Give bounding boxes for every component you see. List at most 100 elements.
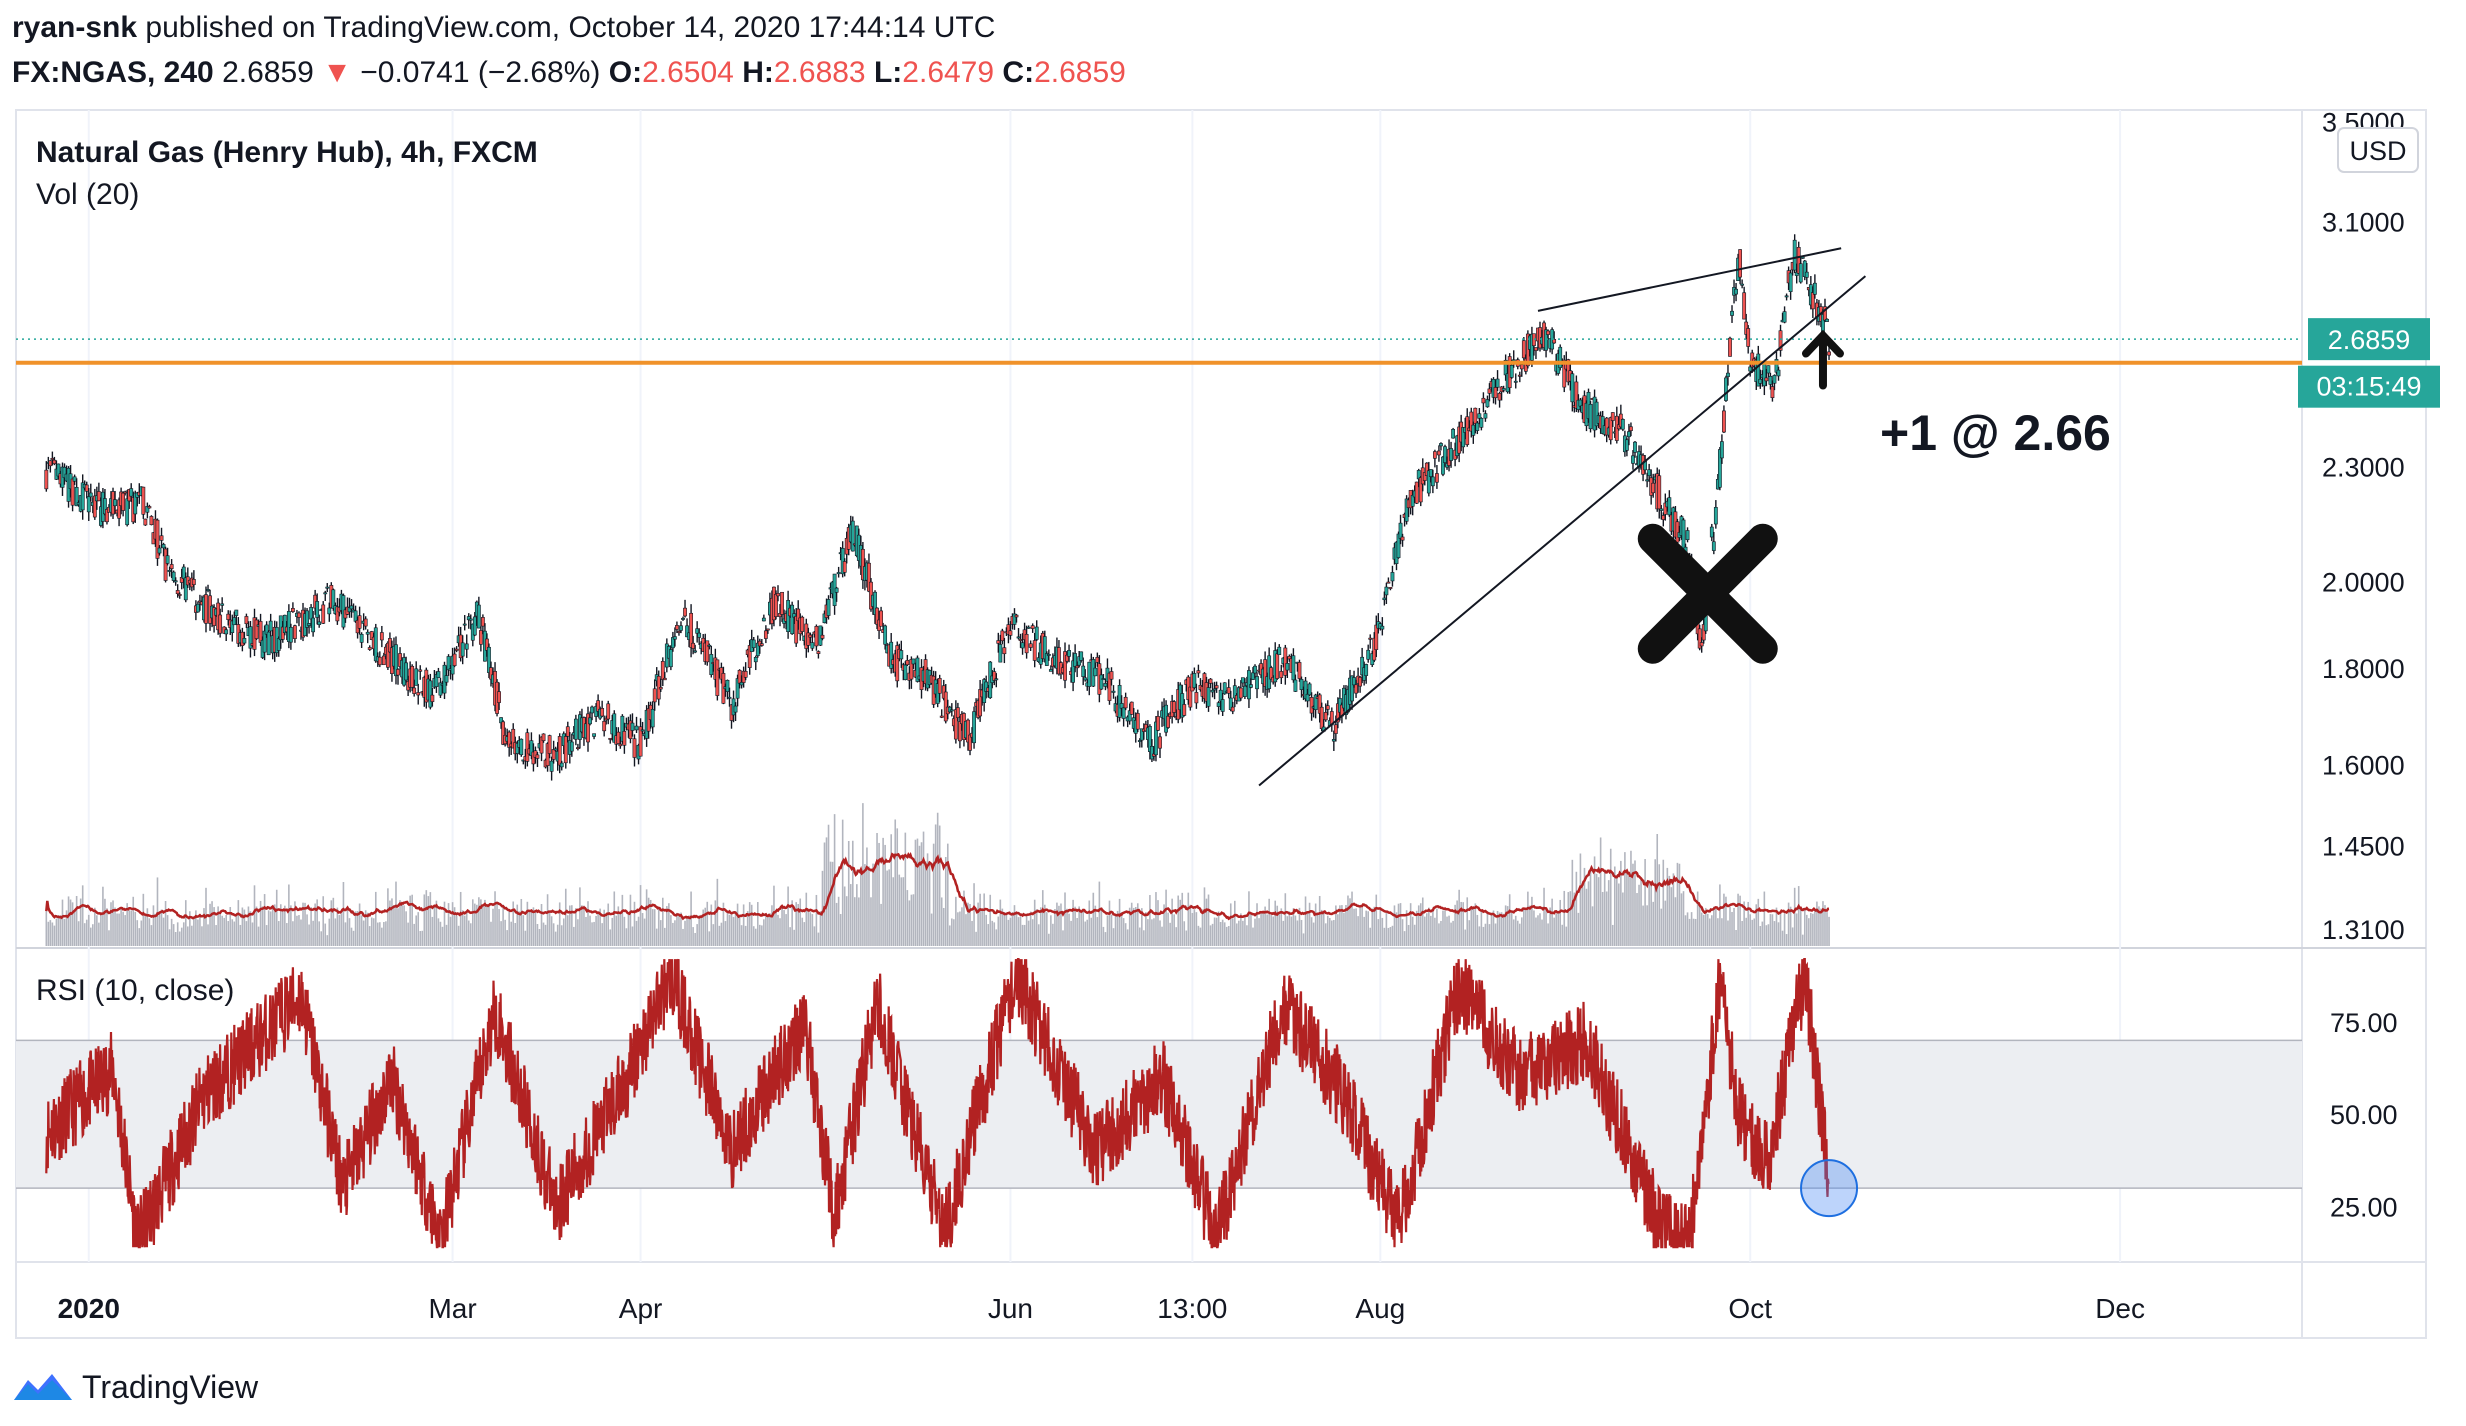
candle-body <box>1243 685 1247 697</box>
candle-body <box>1657 475 1662 510</box>
candle-body <box>276 638 281 651</box>
candle-body <box>652 688 657 703</box>
time-axis-tick: 13:00 <box>1157 1293 1227 1324</box>
candle-body <box>434 674 439 687</box>
candle-body <box>1073 653 1078 667</box>
candle-body <box>1827 351 1831 356</box>
candle-body <box>464 643 469 650</box>
candle-body <box>266 631 271 656</box>
currency-button[interactable] <box>2337 127 2419 173</box>
candle-body <box>949 709 954 712</box>
trade-annotation-label: +1 @ 2.66 <box>1880 405 2111 461</box>
candle-body <box>1823 306 1827 321</box>
candle-body <box>1481 397 1486 404</box>
candle-body <box>113 499 117 507</box>
candle-body <box>553 748 558 751</box>
candle-body <box>715 659 720 696</box>
candle-body <box>834 587 839 593</box>
candle-body <box>1428 469 1433 477</box>
candle-body <box>937 678 942 694</box>
candle-body <box>1032 640 1037 661</box>
candle-body <box>759 643 764 646</box>
candle-body <box>307 623 311 626</box>
candle-body <box>1720 441 1724 459</box>
candle-body <box>943 691 948 722</box>
candle-body <box>1473 407 1478 424</box>
candle-body <box>159 535 164 541</box>
tradingview-logo[interactable]: TradingView <box>12 1365 258 1409</box>
price-axis-tick: 2.3000 <box>2322 453 2405 483</box>
candle-body <box>1285 663 1290 671</box>
candle-body <box>141 486 146 515</box>
candle-body <box>638 726 643 757</box>
candle-body <box>994 678 999 681</box>
candle-body <box>1253 665 1257 674</box>
candle-body <box>650 709 655 728</box>
candle-body <box>1519 364 1524 370</box>
candle-body <box>242 638 247 644</box>
candle-body <box>911 658 916 665</box>
candle-body <box>1778 330 1783 351</box>
candle-body <box>634 725 639 731</box>
candle-body <box>867 562 871 592</box>
symbol-interval[interactable]: FX:NGAS, 240 <box>12 56 214 89</box>
currency-label: USD <box>2349 136 2406 166</box>
candle-body <box>478 630 483 645</box>
candle-body <box>497 691 501 703</box>
candle-body <box>1724 377 1728 401</box>
candle-body <box>1101 678 1106 681</box>
candle-body <box>149 516 154 526</box>
candle-body <box>1214 685 1219 689</box>
time-axis-tick: Dec <box>2095 1293 2145 1324</box>
drawing-overlay <box>16 247 2302 787</box>
candle-body <box>224 629 229 635</box>
time-axis-tick: Apr <box>619 1293 663 1324</box>
candle-body <box>535 754 540 759</box>
candle-body <box>592 733 596 737</box>
candle-body <box>586 713 590 743</box>
candle-body <box>147 506 152 509</box>
candle-body <box>1002 647 1007 655</box>
bar-countdown-text: 03:15:49 <box>2316 372 2421 402</box>
candle-body <box>1762 361 1767 387</box>
candle-body <box>268 620 273 632</box>
bar-countdown-badge <box>2298 365 2440 408</box>
candle-body <box>103 498 107 515</box>
candle-body <box>602 721 607 732</box>
candle-body <box>1156 716 1160 731</box>
candle-body <box>264 624 269 635</box>
candle-body <box>1699 642 1704 647</box>
candle-body <box>1166 715 1170 728</box>
candle-body <box>1103 683 1108 687</box>
candle-body <box>230 620 235 633</box>
candle-body <box>163 548 168 581</box>
candle-body <box>1685 530 1690 541</box>
candle-body <box>1150 746 1154 760</box>
candle-body <box>414 668 419 686</box>
candle-body <box>790 604 795 635</box>
candle-body <box>693 650 698 653</box>
candle-body <box>1398 522 1403 539</box>
candle-body <box>549 760 554 772</box>
candle-body <box>1770 386 1775 398</box>
candle-body <box>1738 249 1743 278</box>
author-name[interactable]: ryan-snk <box>12 11 138 44</box>
candle-body <box>452 653 457 666</box>
tradingview-brand-text: TradingView <box>82 1368 259 1405</box>
candle-body <box>1129 701 1134 715</box>
candle-body <box>1299 679 1304 690</box>
candle-body <box>953 709 958 740</box>
candle-body <box>1034 626 1039 640</box>
candle-body <box>1331 739 1336 742</box>
close-value: 2.6859 <box>1034 56 1126 89</box>
candle-body <box>727 696 732 699</box>
low-label: L: <box>873 56 903 89</box>
candle-body <box>743 671 748 678</box>
candle-body <box>1631 455 1635 464</box>
candle-body <box>1057 647 1061 675</box>
candle-body <box>1437 450 1441 456</box>
candle-body <box>1647 469 1652 477</box>
volume-histogram <box>45 803 1830 946</box>
rsi-pane <box>16 957 2302 1249</box>
